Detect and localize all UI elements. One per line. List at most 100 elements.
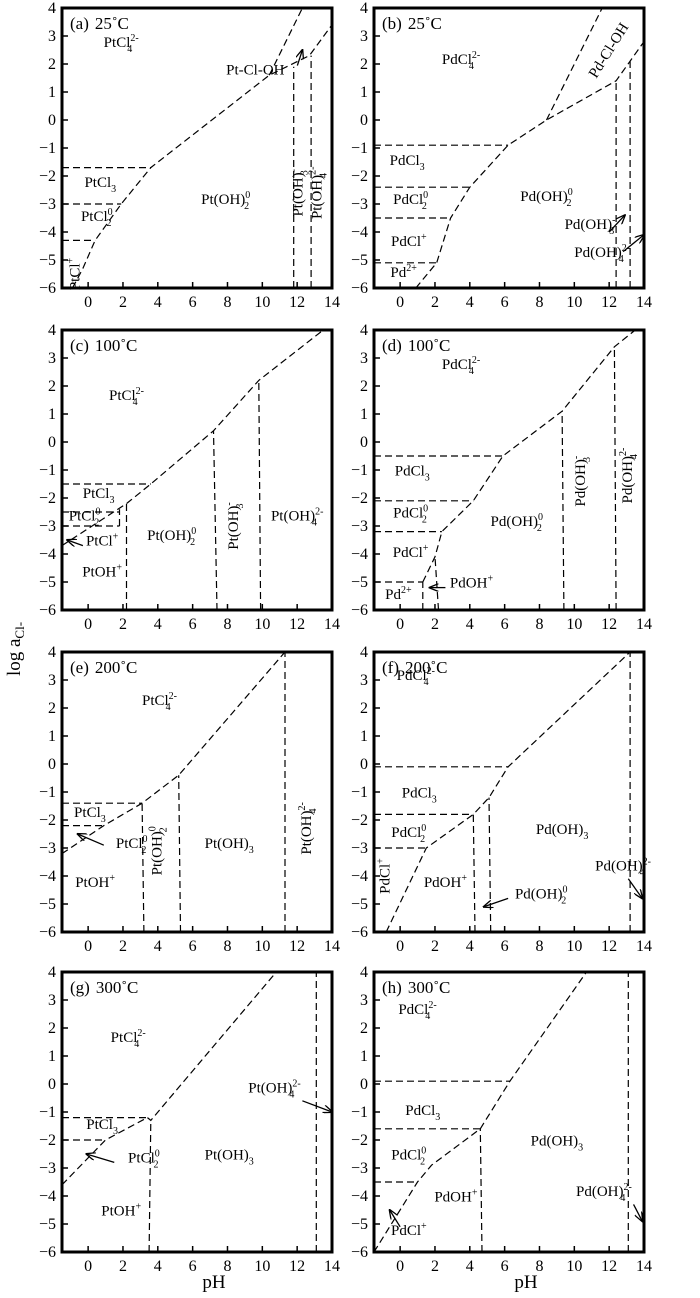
x-tick-label: 6 (501, 1258, 509, 1275)
y-tick-label: −5 (39, 252, 56, 269)
y-tick-label: −1 (351, 1104, 368, 1121)
y-tick-label: −1 (39, 462, 56, 479)
species-label: PtCl0 2 (128, 1148, 160, 1170)
y-tick-label: 2 (48, 700, 56, 717)
y-tick-label: −6 (39, 1244, 56, 1261)
x-axis-label-right: pH (514, 1272, 538, 1293)
species-label: PtCl0 2 (116, 834, 148, 856)
y-tick-label: 4 (360, 644, 368, 661)
y-tick-label: −5 (39, 574, 56, 591)
y-tick-label: 0 (48, 756, 56, 773)
y-tick-label: 4 (48, 0, 56, 17)
phase-boundary (488, 797, 492, 932)
phase-boundary (71, 24, 332, 288)
panel-tag: (b) 25˚C (382, 14, 442, 33)
phase-boundary (561, 411, 565, 610)
y-tick-label: 1 (360, 406, 368, 423)
x-tick-label: 6 (501, 616, 509, 633)
y-tick-label: −4 (39, 1188, 56, 1205)
phase-boundary (479, 1128, 483, 1252)
y-tick-label: 0 (360, 1076, 368, 1093)
x-tick-label: 6 (189, 938, 197, 955)
species-label: Pt(OH)02 (147, 826, 169, 875)
x-tick-label: 12 (289, 294, 305, 311)
y-tick-label: −6 (351, 1244, 368, 1261)
x-tick-label: 2 (119, 1258, 127, 1275)
x-tick-label: 4 (466, 294, 474, 311)
y-tick-label: −1 (39, 140, 56, 157)
species-label: PtCl2-4 (111, 1028, 146, 1050)
y-tick-label: 3 (48, 672, 56, 689)
species-label: PdCl2-4 (442, 50, 480, 72)
x-tick-label: 0 (396, 938, 404, 955)
x-tick-label: 4 (466, 938, 474, 955)
species-label: Pd(OH)2-4 (574, 243, 630, 265)
y-tick-label: −2 (351, 168, 368, 185)
y-tick-label: −2 (39, 490, 56, 507)
x-tick-label: 8 (223, 1258, 231, 1275)
y-tick-label: 4 (48, 322, 56, 339)
x-axis-label-left: pH (202, 1272, 226, 1293)
y-tick-label: 2 (48, 1020, 56, 1037)
y-tick-label: −5 (351, 574, 368, 591)
x-tick-label: 2 (431, 616, 439, 633)
y-tick-label: 2 (360, 56, 368, 73)
y-tick-label: −3 (39, 518, 56, 535)
x-tick-label: 10 (254, 938, 270, 955)
y-tick-label: −5 (351, 252, 368, 269)
panel-tag: (f) 200˚C (382, 658, 447, 677)
species-label: Pd(OH)0 2 (491, 512, 544, 534)
species-label: PdCl3 (390, 153, 425, 173)
species-label: PdCl0 2 (391, 823, 426, 845)
phase-boundary (422, 330, 636, 583)
y-tick-label: 3 (48, 992, 56, 1009)
phase-boundary (141, 803, 145, 932)
y-tick-label: −4 (351, 1188, 368, 1205)
species-label: Pd(OH)2-4 (576, 1182, 632, 1204)
y-tick-label: −6 (39, 602, 56, 619)
y-tick-label: −5 (39, 1216, 56, 1233)
phase-boundary (62, 330, 324, 547)
annotation-arrow (86, 1154, 115, 1164)
phase-boundary (374, 972, 587, 1252)
phase-boundary (148, 1120, 152, 1252)
species-label: Pd(OH)3 (531, 1134, 584, 1154)
species-label: Pt(OH)2-4 (308, 167, 330, 220)
x-tick-label: 6 (501, 294, 509, 311)
y-tick-label: 4 (360, 964, 368, 981)
species-label: PdCl2-4 (398, 1000, 436, 1022)
y-tick-label: 3 (48, 28, 56, 45)
y-tick-label: −2 (351, 1132, 368, 1149)
species-label: PtCl3 (83, 486, 115, 506)
species-label: PdOH+ (450, 574, 494, 592)
y-tick-label: −4 (351, 868, 368, 885)
species-label: Pd(OH)-3 (571, 456, 593, 507)
phase-boundary (62, 652, 286, 855)
x-tick-label: 12 (289, 616, 305, 633)
species-label: Pd(OH)0 2 (520, 187, 573, 209)
annotation-arrow (622, 235, 644, 253)
species-label: PdCl3 (405, 1103, 440, 1123)
x-tick-label: 12 (601, 294, 617, 311)
phase-boundary (472, 814, 476, 932)
x-tick-label: 6 (189, 1258, 197, 1275)
annotation-arrow (627, 878, 642, 899)
plot-frame (60, 6, 334, 290)
y-tick-label: −1 (39, 784, 56, 801)
phase-boundary (415, 41, 644, 288)
x-tick-label: 14 (324, 616, 340, 633)
phase-boundary (62, 972, 277, 1186)
x-tick-label: 0 (396, 1258, 404, 1275)
species-label: Pd-Cl-OH (586, 20, 632, 81)
y-tick-label: 3 (360, 350, 368, 367)
x-tick-label: 10 (566, 938, 582, 955)
x-tick-label: 0 (84, 1258, 92, 1275)
x-tick-label: 0 (84, 938, 92, 955)
y-tick-label: 1 (360, 728, 368, 745)
x-tick-label: 8 (223, 938, 231, 955)
annotation-arrow (390, 1210, 401, 1228)
y-tick-label: −5 (351, 896, 368, 913)
y-tick-label: 1 (360, 84, 368, 101)
